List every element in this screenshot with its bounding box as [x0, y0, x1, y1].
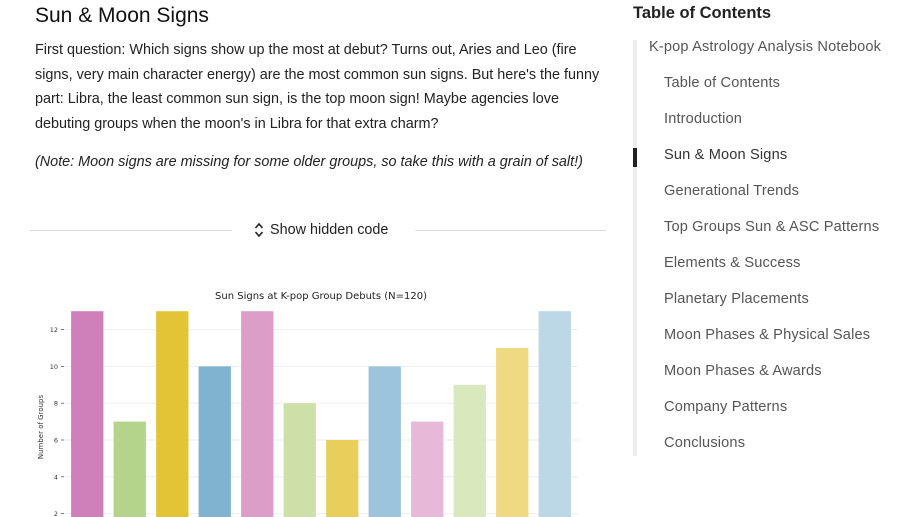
toc-item[interactable]: Sun & Moon Signs: [664, 147, 788, 163]
note-text: (Note: Moon signs are missing for some o…: [35, 154, 583, 170]
chart-bar: [368, 366, 401, 517]
chart-bar: [538, 311, 571, 517]
table-of-contents: Table of Contents K-pop Astrology Analys…: [633, 0, 900, 517]
toc-active-indicator: [633, 148, 637, 167]
toc-item[interactable]: Table of Contents: [664, 75, 781, 91]
show-hidden-code-button[interactable]: Show hidden code: [254, 219, 388, 241]
chart-bar: [156, 311, 189, 517]
toc-heading: Table of Contents: [633, 4, 772, 22]
toc-item[interactable]: Planetary Placements: [664, 291, 809, 307]
y-axis-label: Number of Groups: [37, 395, 45, 460]
toc-item[interactable]: Top Groups Sun & ASC Patterns: [664, 219, 880, 235]
chart-container: Sun Signs at K-pop Group Debuts (N=120) 2…: [28, 282, 588, 517]
toc-item[interactable]: Moon Phases & Physical Sales: [664, 327, 871, 343]
hidden-code-row: Show hidden code: [30, 216, 606, 244]
chart-bar: [283, 403, 316, 517]
toc-item[interactable]: Moon Phases & Awards: [664, 363, 822, 379]
y-tick-label: 8: [54, 400, 58, 408]
toc-item[interactable]: Elements & Success: [664, 255, 801, 271]
chart-bar: [198, 366, 231, 517]
chart-bar: [411, 421, 444, 517]
y-tick-label: 6: [54, 437, 58, 445]
notebook-main: Sun & Moon Signs First question: Which s…: [28, 4, 606, 517]
toc-item[interactable]: Introduction: [664, 111, 743, 127]
chart-bar: [241, 311, 274, 517]
toc-track: [633, 40, 637, 456]
chart-bar: [496, 348, 529, 517]
toc-item[interactable]: Conclusions: [664, 435, 746, 451]
chart-bar: [113, 421, 146, 517]
expand-collapse-icon: [254, 222, 264, 238]
chart-title: Sun Signs at K-pop Group Debuts (N=120): [215, 291, 427, 302]
sun-signs-bar-chart: Sun Signs at K-pop Group Debuts (N=120) 2…: [37, 291, 578, 517]
chart-bar: [71, 311, 104, 517]
y-tick-label: 4: [54, 473, 58, 481]
y-tick-label: 12: [50, 326, 58, 334]
chart-bar: [326, 440, 359, 517]
divider-left: [30, 230, 232, 231]
toc-item[interactable]: Generational Trends: [664, 183, 800, 199]
divider-right: [415, 230, 606, 231]
toc-item[interactable]: Company Patterns: [664, 399, 788, 415]
show-hidden-code-label: Show hidden code: [270, 222, 389, 238]
intro-paragraph: First question: Which signs show up the …: [35, 42, 600, 132]
y-tick-label: 10: [50, 363, 58, 371]
toc-item[interactable]: K-pop Astrology Analysis Notebook: [649, 39, 882, 55]
section-title: Sun & Moon Signs: [35, 4, 209, 27]
chart-bar: [453, 384, 486, 517]
y-tick-label: 2: [54, 510, 58, 517]
